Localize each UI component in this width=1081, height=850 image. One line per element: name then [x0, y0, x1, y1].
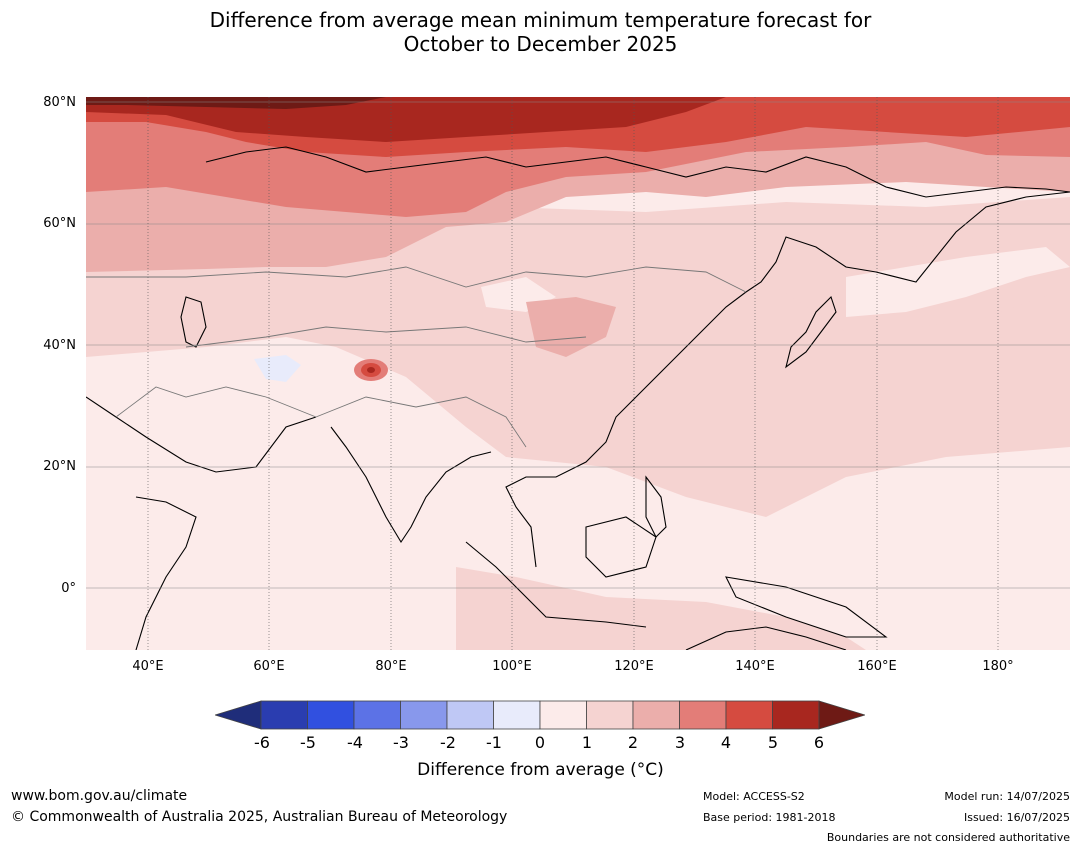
- lon-label-60e: 60°E: [253, 659, 285, 674]
- footer-model: Model: ACCESS-S2: [703, 790, 805, 803]
- lat-label-60n: 60°N: [43, 216, 76, 231]
- colorbar-tick: 2: [627, 733, 639, 752]
- colorbar-tick: -3: [393, 733, 409, 752]
- colorbar-cell: [493, 700, 541, 730]
- colorbar-tick: 6: [813, 733, 825, 752]
- title-line-2: October to December 2025: [403, 32, 678, 56]
- lon-label-100e: 100°E: [492, 659, 532, 674]
- footer-issued: Issued: 16/07/2025: [963, 811, 1070, 824]
- colorbar-tick: -2: [440, 733, 456, 752]
- colorbar-tick: -1: [486, 733, 502, 752]
- colorbar-cell: [446, 700, 494, 730]
- colorbar-cell: [632, 700, 680, 730]
- colorbar-tick: -4: [347, 733, 363, 752]
- lon-label-120e: 120°E: [614, 659, 654, 674]
- forecast-map: [86, 97, 1070, 650]
- colorbar-cell: [353, 700, 401, 730]
- colorbar-cell: [586, 700, 634, 730]
- colorbar-cell: [260, 700, 308, 730]
- colorbar-cell: [725, 700, 773, 730]
- colorbar-cell: [679, 700, 727, 730]
- lat-label-20n: 20°N: [43, 459, 76, 474]
- lon-label-160e: 160°E: [857, 659, 897, 674]
- colorbar-cell: [307, 700, 355, 730]
- colorbar-tick: 0: [534, 733, 546, 752]
- colorbar-tick: 4: [720, 733, 732, 752]
- lon-label-140e: 140°E: [735, 659, 775, 674]
- lon-label-180: 180°: [982, 659, 1014, 674]
- colorbar-label: Difference from average (°C): [417, 760, 664, 780]
- lat-label-0: 0°: [61, 581, 76, 596]
- colorbar-extend-high: [818, 700, 865, 730]
- lon-label-80e: 80°E: [375, 659, 407, 674]
- footer-disclaimer: Boundaries are not considered authoritat…: [826, 831, 1070, 844]
- colorbar-tick: 1: [581, 733, 593, 752]
- colorbar-cell: [772, 700, 820, 730]
- colorbar-tick: 5: [767, 733, 779, 752]
- lat-label-40n: 40°N: [43, 338, 76, 353]
- colorbar-tick: -5: [300, 733, 316, 752]
- colorbar-cell: [539, 700, 587, 730]
- footer-model-run: Model run: 14/07/2025: [944, 790, 1070, 803]
- colorbar-tick: 3: [674, 733, 686, 752]
- footer-base-period: Base period: 1981-2018: [703, 811, 836, 824]
- colorbar-cell: [400, 700, 448, 730]
- colorbar: [215, 700, 865, 730]
- lon-label-40e: 40°E: [132, 659, 164, 674]
- footer-website[interactable]: www.bom.gov.au/climate: [11, 788, 188, 804]
- lat-label-80n: 80°N: [43, 95, 76, 110]
- colorbar-tick: -6: [254, 733, 270, 752]
- chart-title: Difference from average mean minimum tem…: [0, 8, 1081, 56]
- title-line-1: Difference from average mean minimum tem…: [209, 8, 872, 32]
- colorbar-extend-low: [215, 700, 262, 730]
- footer-copyright: © Commonwealth of Australia 2025, Austra…: [11, 809, 508, 825]
